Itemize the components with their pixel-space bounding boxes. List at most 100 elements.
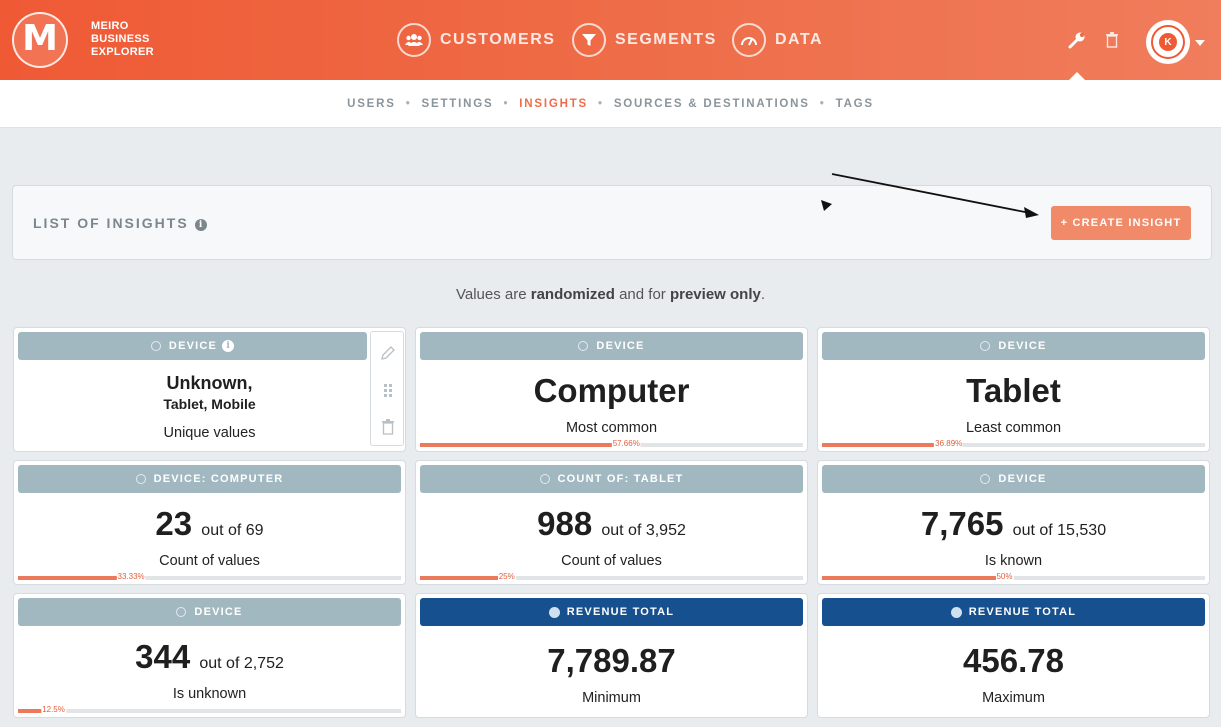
- tile-progress-fill: [18, 576, 146, 580]
- drag-handle-icon[interactable]: [379, 381, 397, 399]
- tile-value: 7,789.87: [547, 642, 676, 679]
- nav-segments-label: SEGMENTS: [615, 31, 717, 48]
- attribute-icon: [135, 474, 146, 484]
- tile-progress-fill: [822, 576, 1014, 580]
- tile-header: REVENUE TOTAL: [822, 598, 1205, 626]
- tile-value-number: 23: [155, 505, 193, 542]
- tile-value: 456.78: [963, 642, 1064, 679]
- note-part-2: and for: [614, 286, 670, 303]
- tile-header: DEVICE: [420, 332, 803, 360]
- top-header: M MEIRO BUSINESS EXPLORER CUSTOMERS SEGM…: [0, 0, 1221, 81]
- attribute-icon: [176, 607, 187, 617]
- page-title-text: LIST OF INSIGHTS: [33, 215, 189, 231]
- subnav-insights[interactable]: INSIGHTS: [519, 98, 588, 110]
- separator-dot: •: [819, 98, 826, 110]
- tile-progress: 57.66%: [420, 439, 803, 449]
- tile-label: Most common: [565, 420, 658, 436]
- tile-header: COUNT OF: TABLET: [420, 465, 803, 493]
- tile-header: DEVICE: [822, 465, 1205, 493]
- insight-tile[interactable]: DEVICE i Unknown, Tablet, Mobile Unique …: [13, 327, 406, 452]
- logo-letter: M: [22, 18, 58, 59]
- nav-data[interactable]: DATA: [732, 23, 823, 57]
- chevron-down-icon[interactable]: [1195, 40, 1205, 46]
- brand-line-3: EXPLORER: [91, 46, 154, 58]
- tile-progress-label: 25%: [497, 572, 516, 582]
- user-avatar[interactable]: K: [1146, 20, 1190, 64]
- insight-tile[interactable]: DEVICE Computer Most common 57.66%: [415, 327, 808, 452]
- preview-note: Values are randomized and for preview on…: [0, 286, 1221, 303]
- tile-progress-label: 12.5%: [41, 705, 66, 715]
- tile-progress-label: 33.33%: [116, 572, 146, 582]
- tile-value: 7,765 out of 15,530: [818, 505, 1209, 543]
- avatar-ring: K: [1151, 25, 1185, 59]
- insight-tile[interactable]: REVENUE TOTAL 456.78 Maximum: [817, 593, 1210, 718]
- info-icon[interactable]: i: [222, 340, 235, 352]
- tile-progress: 36.89%: [822, 439, 1205, 449]
- tile-header: DEVICE: [822, 332, 1205, 360]
- nav-segments[interactable]: SEGMENTS: [572, 23, 717, 57]
- tile-header: DEVICE i: [18, 332, 367, 360]
- tile-label: Count of values: [159, 553, 260, 569]
- attribute-icon: [578, 341, 589, 351]
- tile-value-sub: Tablet, Mobile: [163, 396, 256, 412]
- tile-label: Maximum: [982, 690, 1045, 706]
- tile-value: 344 out of 2,752: [14, 638, 405, 676]
- tile-progress-label: 57.66%: [611, 439, 641, 449]
- tile-value-total: out of 15,530: [1012, 522, 1107, 539]
- tile-label: Count of values: [561, 553, 662, 569]
- tile-value: Unknown,: [166, 373, 253, 393]
- subnav-sources-destinations[interactable]: SOURCES & DESTINATIONS: [613, 98, 810, 110]
- attribute-icon: [980, 341, 991, 351]
- insight-tile[interactable]: DEVICE 7,765 out of 15,530 Is known 50%: [817, 460, 1210, 585]
- page-title: LIST OF INSIGHTS i: [33, 215, 207, 231]
- tile-label: Minimum: [582, 690, 641, 706]
- tile-header-label: DEVICE: [194, 606, 243, 618]
- tile-progress: 33.33%: [18, 572, 401, 582]
- tile-header-label: DEVICE: [596, 340, 645, 352]
- tile-value: 988 out of 3,952: [416, 505, 807, 543]
- insight-tile[interactable]: COUNT OF: TABLET 988 out of 3,952 Count …: [415, 460, 808, 585]
- avatar-initial: K: [1159, 33, 1177, 51]
- insight-tile[interactable]: DEVICE 344 out of 2,752 Is unknown 12.5%: [13, 593, 406, 718]
- tile-progress: 12.5%: [18, 705, 401, 715]
- tile-value-number: 988: [537, 505, 593, 542]
- separator-dot: •: [405, 98, 412, 110]
- note-bold-2: preview only: [669, 286, 761, 303]
- separator-dot: •: [503, 98, 510, 110]
- tile-value-number: 7,765: [920, 505, 1004, 542]
- info-icon[interactable]: i: [194, 219, 207, 231]
- note-part-3: .: [760, 286, 766, 303]
- create-insight-button[interactable]: + CREATE INSIGHT: [1051, 206, 1191, 240]
- tile-header-label: DEVICE: [998, 340, 1047, 352]
- attribute-icon: [150, 341, 161, 351]
- tile-header: DEVICE: COMPUTER: [18, 465, 401, 493]
- meiro-logo[interactable]: M: [12, 12, 68, 68]
- subnav-users[interactable]: USERS: [347, 98, 396, 110]
- tile-progress-fill: [420, 443, 641, 447]
- insight-tile[interactable]: REVENUE TOTAL 7,789.87 Minimum: [415, 593, 808, 718]
- subnav-tags[interactable]: TAGS: [835, 98, 874, 110]
- tile-header-label: REVENUE TOTAL: [968, 606, 1077, 618]
- tile-header: REVENUE TOTAL: [420, 598, 803, 626]
- insights-list-header: LIST OF INSIGHTS i + CREATE INSIGHT: [12, 185, 1212, 260]
- brand-line-1: MEIRO: [91, 20, 129, 32]
- subnav-settings[interactable]: SETTINGS: [421, 98, 494, 110]
- pencil-icon[interactable]: [379, 344, 397, 362]
- tile-label: Unique values: [163, 425, 256, 441]
- nav-customers[interactable]: CUSTOMERS: [397, 23, 555, 57]
- tile-progress-fill: [420, 576, 516, 580]
- gauge-icon: [732, 23, 766, 57]
- separator-dot: •: [598, 98, 604, 110]
- revenue-icon: [950, 606, 962, 618]
- trash-icon[interactable]: [1103, 31, 1121, 49]
- tile-header-label: DEVICE: [168, 340, 218, 352]
- insight-tile[interactable]: DEVICE: COMPUTER 23 out of 69 Count of v…: [13, 460, 406, 585]
- wrench-icon[interactable]: [1068, 31, 1086, 49]
- tile-tools: [370, 331, 404, 446]
- tile-progress-label: 36.89%: [934, 439, 964, 449]
- insight-tile[interactable]: DEVICE Tablet Least common 36.89%: [817, 327, 1210, 452]
- trash-icon[interactable]: [379, 418, 397, 436]
- tile-label: Least common: [965, 420, 1062, 436]
- tile-progress: 50%: [822, 572, 1205, 582]
- tile-value: 23 out of 69: [14, 505, 405, 543]
